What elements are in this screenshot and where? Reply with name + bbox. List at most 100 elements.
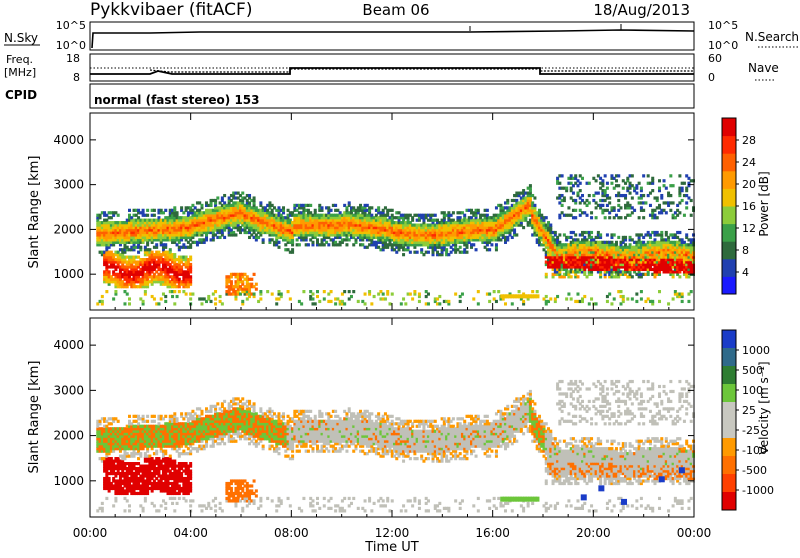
power-cell — [314, 209, 317, 212]
power-cell — [590, 211, 593, 214]
power-cell — [561, 174, 564, 177]
power-cell — [624, 236, 627, 239]
power-cell — [214, 297, 217, 300]
power-cell — [391, 292, 394, 295]
nsky-tick-high: 10^5 — [56, 19, 86, 32]
power-cell — [230, 280, 233, 283]
power-cell — [678, 275, 681, 278]
power-cell — [678, 211, 681, 214]
power-cell — [672, 297, 675, 300]
power-cell — [588, 194, 591, 197]
power-cell — [574, 209, 577, 212]
nsearch-label: N.Search — [745, 30, 799, 44]
power-cell — [556, 295, 559, 298]
power-cell — [438, 295, 441, 298]
power-cell — [416, 251, 419, 254]
power-cell — [649, 204, 652, 207]
power-cell — [452, 211, 455, 214]
power-cell — [277, 241, 280, 244]
power-cell — [635, 192, 638, 195]
power-cell — [488, 300, 491, 303]
power-cell — [409, 292, 412, 295]
power-cell — [289, 297, 292, 300]
nave-tick-high: 60 — [708, 52, 722, 65]
power-cell — [173, 290, 176, 293]
power-cell — [574, 174, 577, 177]
power-cell — [459, 246, 462, 249]
power-cell — [608, 196, 611, 199]
power-cell — [402, 297, 405, 300]
power-cell — [384, 297, 387, 300]
power-cell — [386, 290, 389, 293]
power-cell — [590, 216, 593, 219]
power-cell — [554, 231, 557, 234]
power-cell — [631, 196, 634, 199]
freq-tick-low: 8 — [73, 71, 80, 84]
power-cell — [153, 297, 156, 300]
power-cell — [128, 209, 131, 212]
power-cell — [535, 294, 539, 298]
power-cell — [685, 201, 688, 204]
power-cell — [300, 302, 303, 305]
power-cell — [669, 209, 672, 212]
power-ylabel: Slant Range [km] — [27, 156, 42, 269]
power-cell — [681, 199, 684, 202]
power-cell — [565, 297, 568, 300]
velocity-cell — [105, 497, 108, 500]
power-cell — [563, 196, 566, 199]
power-cell — [518, 290, 521, 293]
power-cell — [613, 297, 616, 300]
power-cell — [307, 243, 310, 246]
power-cell — [574, 233, 577, 236]
power-cell — [615, 241, 618, 244]
power-cell — [513, 228, 516, 231]
power-cell — [200, 204, 203, 207]
colorbar-tick-label: 12 — [742, 222, 756, 235]
power-cell — [642, 209, 645, 212]
power-cell — [323, 297, 326, 300]
power-cell — [465, 251, 468, 254]
power-cell — [472, 243, 475, 246]
power-cell — [608, 216, 611, 219]
power-cell — [142, 209, 145, 212]
power-cell — [490, 243, 493, 246]
colorbar-cell — [722, 241, 736, 259]
power-cell — [250, 278, 253, 281]
power-cell — [101, 295, 104, 298]
power-cell — [316, 295, 319, 298]
power-cell — [669, 174, 672, 177]
power-cell — [282, 206, 285, 209]
power-cell — [214, 302, 217, 305]
power-cell — [681, 292, 684, 295]
power-cell — [488, 292, 491, 295]
power-cell — [538, 209, 541, 212]
power-cell — [164, 300, 167, 303]
power-cell — [418, 300, 421, 303]
power-cell — [350, 295, 353, 298]
cpid-label: CPID — [5, 88, 37, 102]
power-cell — [323, 290, 326, 293]
power-cell — [348, 201, 351, 204]
power-cell — [314, 302, 317, 305]
freq-panel: Freq. [MHz] 18 8 60 0 Nave — [4, 52, 779, 84]
power-cell — [128, 297, 131, 300]
power-cell — [533, 204, 536, 207]
power-cell — [318, 300, 321, 303]
power-cell — [642, 216, 645, 219]
colorbar-tick-label: 8 — [742, 244, 749, 257]
power-cell — [241, 300, 244, 303]
power-cell — [622, 187, 625, 190]
power-cell — [144, 290, 147, 293]
power-cell — [586, 214, 589, 217]
freq-tick-high: 18 — [66, 52, 80, 65]
power-cell — [486, 209, 489, 212]
power-cell — [599, 233, 602, 236]
power-cell — [173, 206, 176, 209]
power-cell — [631, 297, 634, 300]
power-cell — [391, 209, 394, 212]
power-cell — [101, 300, 104, 303]
power-cell — [139, 246, 142, 249]
colorbar-tick-label: 28 — [742, 134, 756, 147]
power-cell — [302, 290, 305, 293]
power-cell — [631, 275, 634, 278]
